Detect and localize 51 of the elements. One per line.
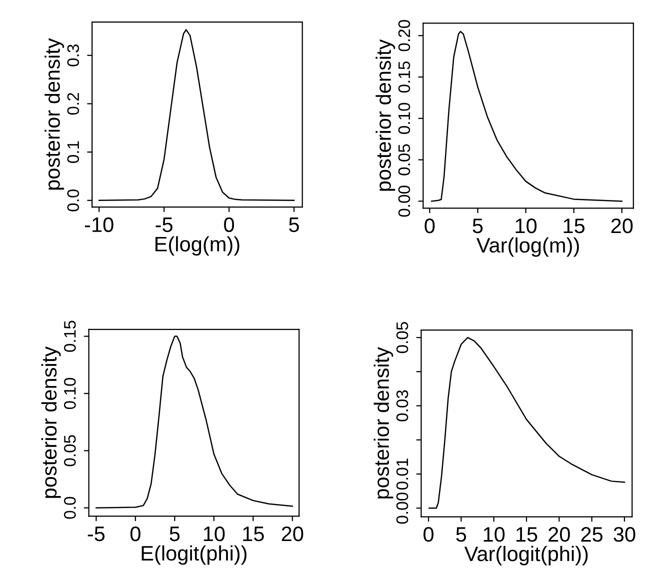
- x-tick-label: 20: [611, 218, 633, 234]
- x-tick-label: -5: [88, 526, 105, 542]
- x-tick-label: 5: [472, 218, 483, 234]
- y-tick-label: 0.00: [398, 186, 410, 217]
- x-tick-label: -5: [156, 218, 172, 232]
- x-tick-label: 25: [581, 527, 603, 542]
- x-tick-label: 15: [243, 526, 264, 542]
- x-axis-title: E(log(m)): [156, 236, 240, 256]
- x-tick-label: 30: [614, 527, 636, 542]
- y-tick-label: 0.10: [64, 378, 76, 410]
- y-tick-label: 0.00: [396, 492, 408, 524]
- x-tick-label: 0: [424, 218, 435, 234]
- x-tick-label: 5: [170, 526, 180, 542]
- y-tick-label: 0.05: [398, 144, 410, 176]
- line-series: [96, 336, 294, 508]
- x-tick-label: 20: [282, 526, 304, 542]
- y-axis-title: posterior density: [374, 347, 394, 498]
- x-tick-label: 10: [516, 218, 537, 234]
- x-tick-label: 15: [516, 527, 538, 542]
- y-tick-label: 0.15: [398, 61, 410, 93]
- y-tick-label: 0.20: [398, 20, 410, 52]
- y-tick-label: 0.03: [396, 390, 408, 422]
- y-tick-label: 0.3: [67, 44, 80, 66]
- x-tick-label: 15: [564, 218, 585, 234]
- x-tick-label: 20: [548, 527, 570, 542]
- x-axis-title: Var(logit(phi)): [464, 546, 588, 566]
- x-tick-label: 0: [224, 217, 234, 232]
- x-axis-title: Var(log(m)): [476, 237, 579, 257]
- y-tick-label: 0.15: [64, 320, 76, 352]
- x-tick-label: 0: [130, 526, 140, 542]
- y-tick-label: 0.10: [398, 102, 410, 134]
- y-tick-label: 0.0: [67, 189, 80, 212]
- y-tick-label: 0.2: [67, 92, 80, 115]
- line-series: [98, 29, 295, 202]
- x-tick-label: 10: [204, 526, 225, 542]
- line-series: [430, 30, 623, 202]
- y-tick-label: 0.0: [64, 496, 76, 519]
- x-tick-label: 5: [289, 218, 299, 232]
- x-tick-label: 10: [484, 527, 505, 542]
- x-tick-label: 0: [424, 527, 434, 542]
- x-axis-title: E(logit(phi)): [142, 545, 246, 565]
- y-axis-title: posterior density: [41, 346, 61, 498]
- y-axis-title: posterior density: [376, 39, 396, 191]
- y-tick-label: 0.05: [396, 322, 408, 354]
- y-tick-label: 0.1: [67, 141, 80, 163]
- line-series: [428, 336, 626, 509]
- x-tick-label: -10: [84, 217, 114, 232]
- x-tick-label: 5: [456, 527, 466, 542]
- y-axis-title: posterior density: [44, 38, 64, 190]
- y-tick-label: 0.05: [64, 435, 76, 466]
- y-tick-label: 0.01: [396, 458, 408, 490]
